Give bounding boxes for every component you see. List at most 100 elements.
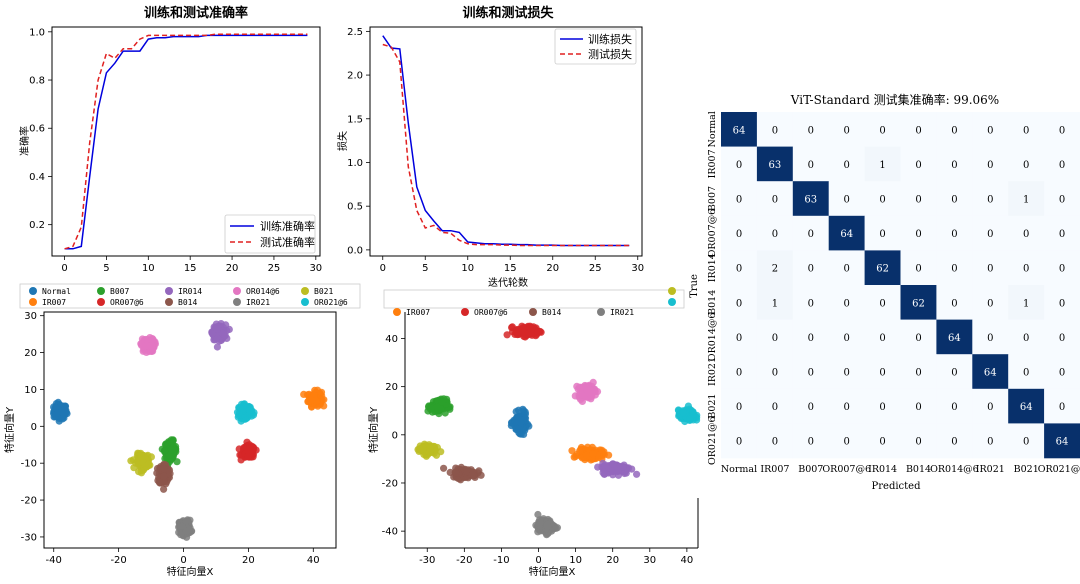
scatter-left-point-OR014@6 — [147, 342, 155, 350]
scatter-right-x-tick-label: 30 — [643, 555, 656, 566]
confusion-cell — [721, 146, 758, 182]
confusion-cell — [756, 423, 794, 459]
scatter-left-legend-marker — [97, 298, 105, 306]
confusion-cell-value: 0 — [736, 437, 742, 448]
confusion-cell — [1044, 250, 1080, 286]
accuracy-chart: 训练和测试准确率 准确率 0 5 10 15 20 25 30 0.2 0.4 0.6 0.8 1.0… — [18, 5, 322, 274]
scatter-right-point-OR007@6 — [525, 329, 534, 337]
scatter-left-point-IR021 — [178, 522, 186, 530]
accuracy-frame — [51, 26, 321, 257]
confusion-cell — [756, 285, 794, 320]
scatter-left-x-tick-label: -20 — [110, 555, 126, 566]
loss-x-label: 迭代轮数 — [488, 276, 528, 289]
accuracy-x-tick-label: 10 — [142, 263, 155, 274]
scatter-right-point-IR014 — [613, 467, 622, 475]
scatter-right-point-IR014 — [599, 469, 607, 477]
scatter-left-legend-marker — [97, 287, 105, 295]
confusion-cell — [972, 285, 1009, 320]
accuracy-legend-box — [224, 214, 316, 254]
scatter-right-legend-marker — [668, 287, 676, 295]
confusion-cell — [792, 388, 829, 424]
scatter-left-point-OR021@6 — [239, 405, 247, 413]
scatter-right-legend-marker — [529, 308, 537, 316]
confusion-cell-value: 0 — [808, 333, 814, 344]
confusion-cell — [721, 250, 758, 286]
scatter-left-point-IR014 — [221, 332, 229, 340]
scatter-right-y-tick-label: 0 — [392, 430, 398, 441]
accuracy-x-tick-label: 20 — [226, 263, 239, 274]
confusion-cell — [972, 423, 1009, 459]
confusion-cell-value: 0 — [1059, 333, 1065, 344]
accuracy-x-tick-label: 30 — [309, 263, 322, 274]
accuracy-chart-title: 训练和测试准确率 — [144, 5, 248, 21]
confusion-cell — [900, 354, 937, 390]
loss-y-label: 损失 — [336, 131, 349, 151]
scatter-right-point-OR021@6 — [689, 408, 697, 416]
scatter-left-x-label: 特征向量X — [167, 565, 214, 578]
scatter-right-legend: IR007 OR007@6 B014 IR021 — [393, 287, 676, 317]
confusion-cell — [756, 388, 794, 424]
scatter-right-legend-box — [383, 289, 685, 309]
confusion-x-tick-label: IR021 — [976, 464, 1005, 475]
scatter-right-legend-label: IR007 — [406, 308, 430, 317]
confusion-cell-value: 0 — [951, 125, 957, 136]
scatter-left-legend-marker — [29, 287, 37, 295]
scatter-left-legend-label: B007 — [110, 287, 129, 296]
confusion-cell — [900, 146, 937, 182]
confusion-cell-value: 0 — [808, 125, 814, 136]
confusion-cell — [936, 112, 973, 147]
loss-y-tick-label: 0.0 — [347, 245, 363, 256]
scatter-left-point-B014 — [153, 464, 162, 473]
scatter-left-point-IR007 — [320, 396, 328, 404]
scatter-right-point-OR007@6 — [503, 331, 511, 339]
scatter-right-point-IR021 — [553, 524, 562, 532]
confusion-cell-value: 0 — [736, 264, 742, 275]
confusion-cell-value: 0 — [879, 229, 885, 240]
confusion-cell-value: 0 — [987, 229, 993, 240]
confusion-cell-value: 0 — [772, 195, 778, 206]
scatter-right-point-B014 — [446, 468, 454, 476]
scatter-right-point-OR021@6 — [679, 409, 687, 417]
loss-series-1-line — [382, 43, 630, 247]
confusion-cell-value: 0 — [879, 333, 885, 344]
scatter-left-legend-marker — [165, 287, 173, 295]
scatter-left-point-B007 — [160, 447, 169, 455]
confusion-cell-value: 1 — [772, 298, 778, 309]
scatter-left-legend: Normal B007 IR014 OR014@6 B021 IR007 OR007@6 B0… — [29, 287, 348, 307]
scatter-right-point-OR007@6 — [512, 329, 520, 337]
confusion-cell-value: 0 — [915, 368, 921, 379]
confusion-cell — [864, 354, 901, 390]
confusion-cell — [864, 215, 901, 251]
confusion-cell — [864, 146, 901, 182]
scatter-left-point-OR014@6 — [148, 335, 156, 343]
loss-y-tick-label: 2.0 — [347, 71, 363, 82]
confusion-cell-value: 0 — [951, 298, 957, 309]
loss-frame — [369, 26, 643, 257]
accuracy-x-tick-label: 0 — [61, 263, 67, 274]
confusion-cell-value: 64 — [840, 229, 853, 240]
scatter-left-point-IR007 — [300, 390, 308, 398]
confusion-cell — [828, 285, 865, 320]
loss-x-tick-label: 30 — [631, 263, 644, 274]
confusion-cell-value: 64 — [1020, 402, 1033, 413]
confusion-cell-value: 62 — [912, 298, 925, 309]
scatter-left-point-IR014 — [213, 325, 221, 333]
confusion-cell — [828, 250, 865, 286]
confusion-cell — [1044, 388, 1080, 424]
confusion-y-tick-label: Normal — [707, 111, 718, 147]
loss-x-tick-label: 20 — [546, 263, 559, 274]
confusion-cell — [1008, 388, 1045, 424]
confusion-y-tick-label: OR014@6 — [707, 313, 718, 362]
scatter-left-legend-marker — [233, 287, 241, 295]
scatter-left-point-IR014 — [213, 343, 221, 351]
confusion-cell-value: 0 — [1059, 125, 1065, 136]
scatter-left-y-label: 特征向量Y — [3, 406, 16, 453]
scatter-right-point-IR007 — [576, 447, 584, 455]
confusion-cell — [756, 146, 794, 182]
confusion-cell — [1044, 112, 1080, 147]
confusion-cell — [936, 388, 973, 424]
loss-x-tick-label: 15 — [504, 263, 517, 274]
confusion-cell — [1008, 215, 1045, 251]
scatter-right-point-OR007@6 — [520, 328, 528, 336]
scatter-right-point-OR014@6 — [589, 378, 597, 386]
